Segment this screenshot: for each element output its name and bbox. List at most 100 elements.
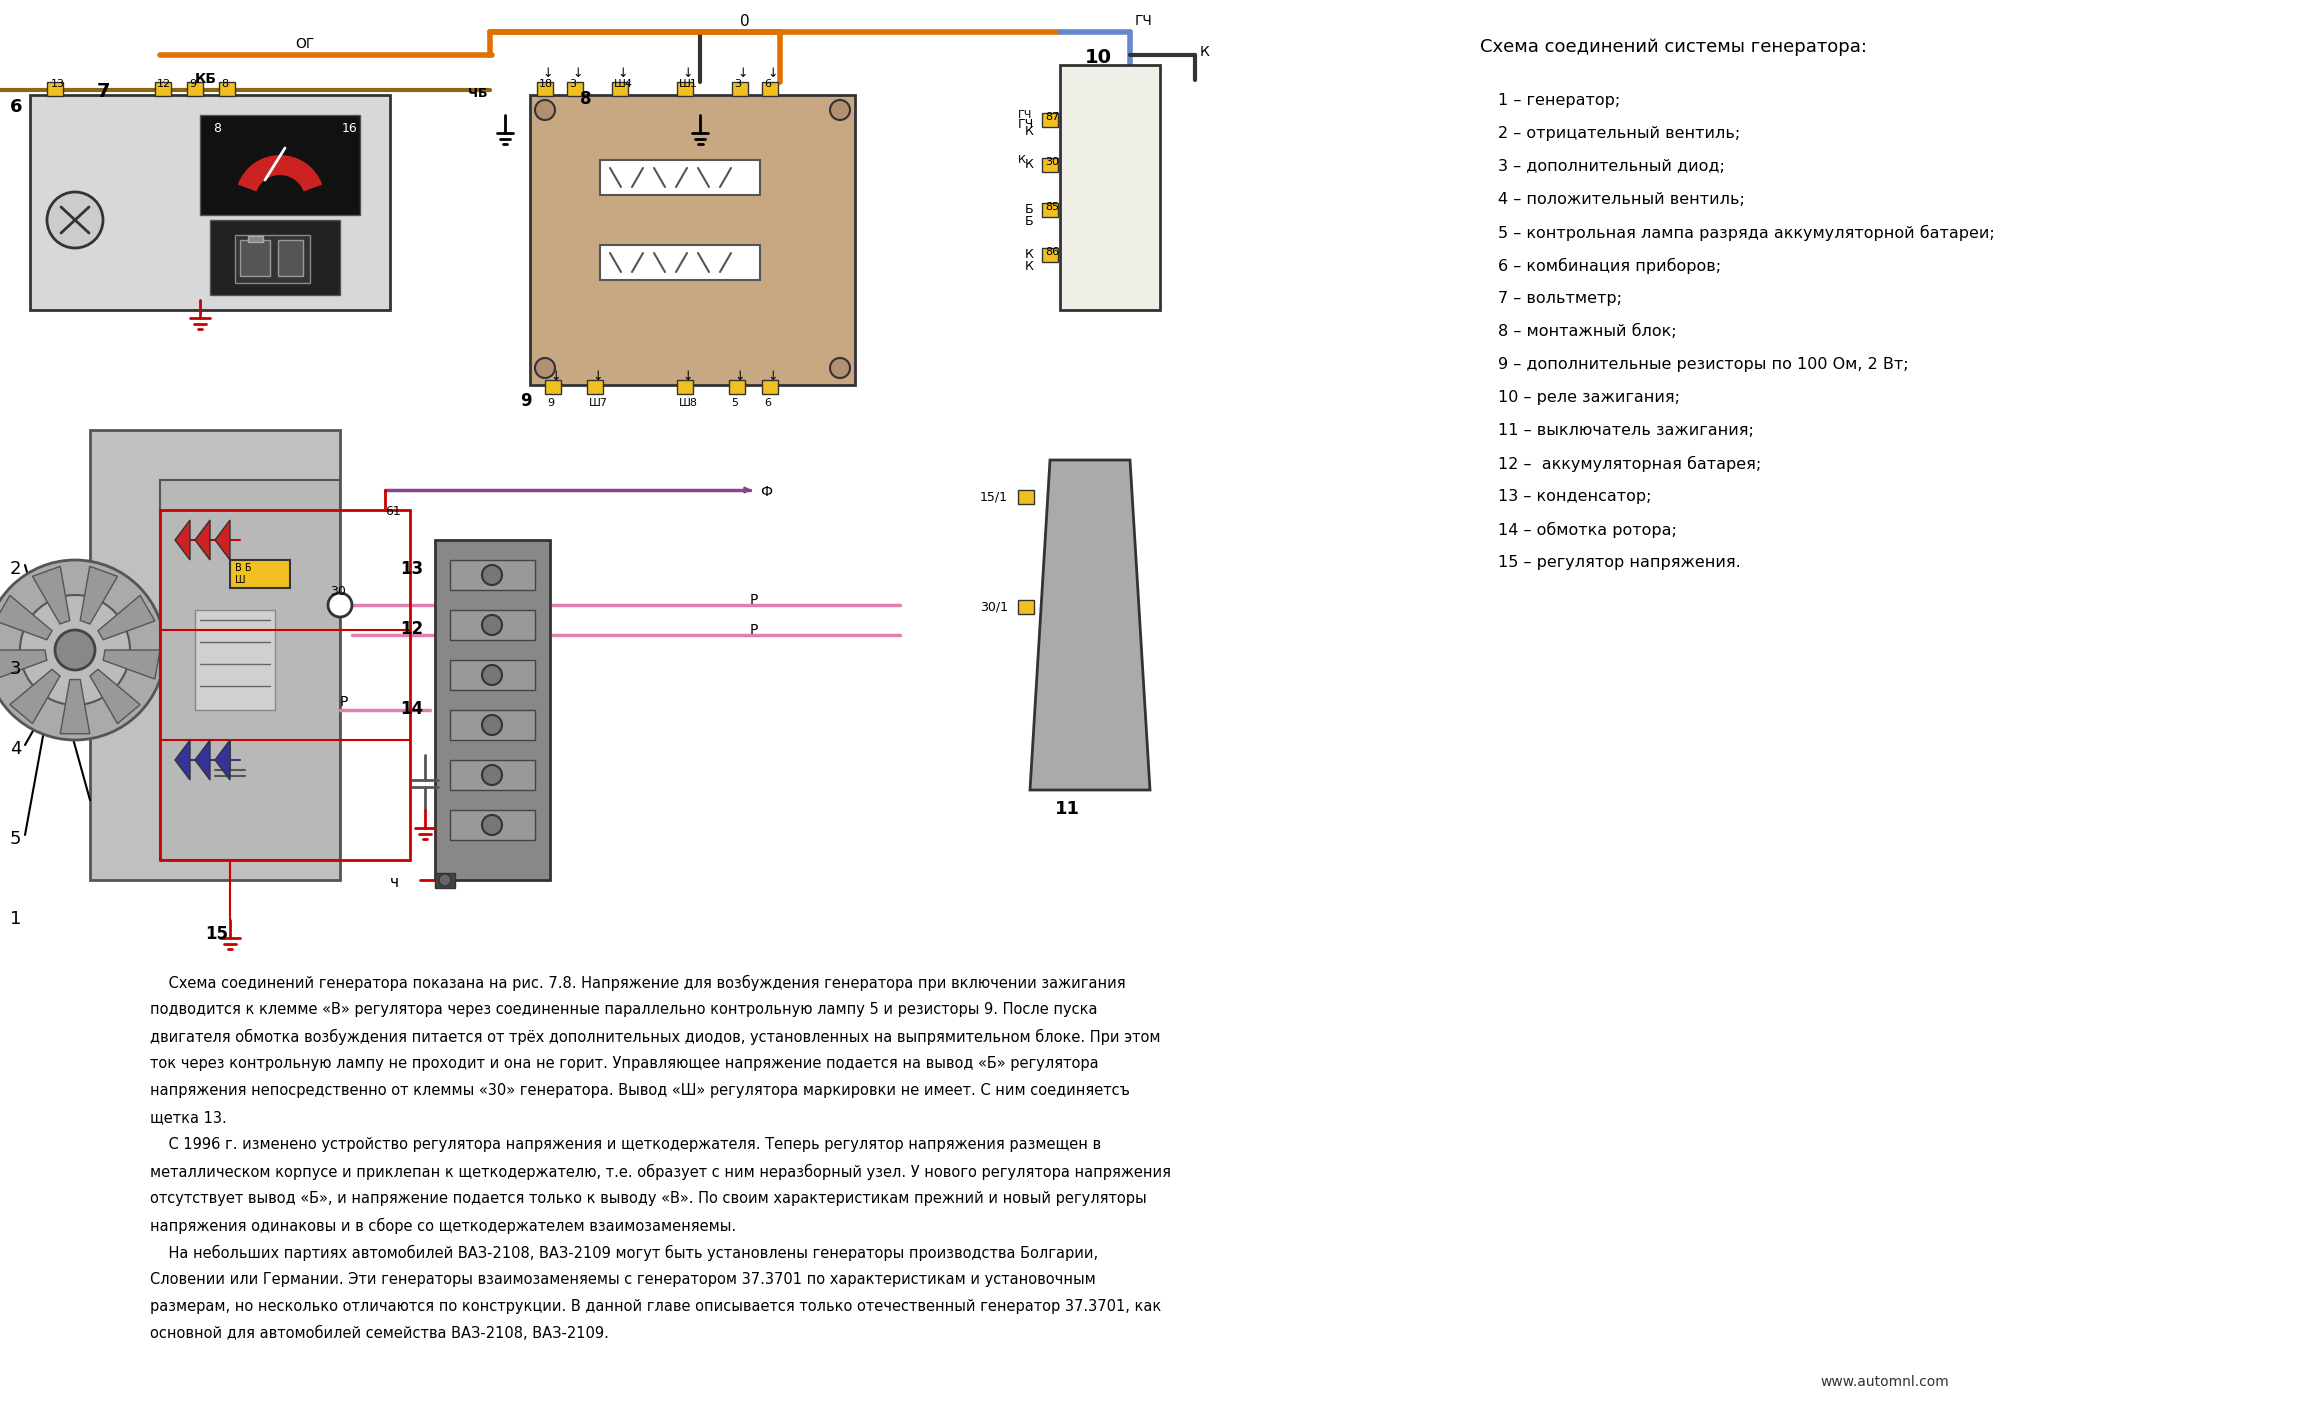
Text: ↓: ↓ <box>681 370 693 382</box>
Text: 1 – генератор;: 1 – генератор; <box>1499 92 1620 108</box>
Bar <box>676 380 693 394</box>
Text: ↓: ↓ <box>616 67 627 80</box>
Text: 6: 6 <box>765 78 772 90</box>
Text: КБ: КБ <box>195 71 216 85</box>
Circle shape <box>328 593 351 616</box>
Text: 12 –  аккумуляторная батарея;: 12 – аккумуляторная батарея; <box>1499 455 1762 472</box>
Text: К: К <box>1018 156 1025 165</box>
Text: К: К <box>1025 248 1034 261</box>
Text: В Б: В Б <box>235 563 251 573</box>
Text: 18: 18 <box>539 78 553 90</box>
Text: 5: 5 <box>9 829 21 848</box>
Text: 14 – обмотка ротора;: 14 – обмотка ротора; <box>1499 523 1678 538</box>
Polygon shape <box>195 520 209 560</box>
Bar <box>235 235 309 283</box>
Bar <box>611 83 627 97</box>
Polygon shape <box>98 595 156 640</box>
Text: напряжения непосредственно от клеммы «30» генератора. Вывод «Ш» регулятора марки: напряжения непосредственно от клеммы «30… <box>151 1083 1129 1098</box>
Text: 3: 3 <box>569 78 576 90</box>
Bar <box>1041 158 1057 172</box>
Bar <box>1018 490 1034 504</box>
Circle shape <box>56 630 95 670</box>
Text: ↓: ↓ <box>737 67 748 80</box>
Bar <box>218 83 235 97</box>
Circle shape <box>481 665 502 685</box>
Text: Ш4: Ш4 <box>614 78 632 90</box>
Polygon shape <box>0 595 51 640</box>
Text: 11 – выключатель зажигания;: 11 – выключатель зажигания; <box>1499 423 1755 439</box>
Bar <box>209 220 339 296</box>
Text: 30: 30 <box>330 586 346 598</box>
Polygon shape <box>1030 460 1150 790</box>
Text: www.automnl.com: www.automnl.com <box>1820 1374 1950 1388</box>
Bar <box>567 83 583 97</box>
Text: 15/1: 15/1 <box>981 490 1009 503</box>
Bar <box>1041 203 1057 217</box>
Bar <box>537 83 553 97</box>
Circle shape <box>535 99 555 120</box>
Text: 30: 30 <box>1046 157 1060 167</box>
Text: 86: 86 <box>1046 247 1060 256</box>
Text: 4: 4 <box>9 740 21 758</box>
Text: 3 – дополнительный диод;: 3 – дополнительный диод; <box>1499 158 1724 174</box>
Circle shape <box>481 615 502 635</box>
Bar <box>91 430 339 880</box>
Bar <box>732 83 748 97</box>
Polygon shape <box>0 650 46 679</box>
Text: Ф: Ф <box>760 485 772 499</box>
Circle shape <box>481 715 502 736</box>
Text: Б: Б <box>1025 203 1034 216</box>
Text: ↓: ↓ <box>767 67 779 80</box>
Text: 15: 15 <box>205 925 228 943</box>
Bar <box>279 240 302 276</box>
Text: 8: 8 <box>581 90 593 108</box>
Text: 5: 5 <box>732 398 739 408</box>
Bar <box>676 83 693 97</box>
Circle shape <box>0 560 165 740</box>
Text: основной для автомобилей семейства ВАЗ-2108, ВАЗ-2109.: основной для автомобилей семейства ВАЗ-2… <box>151 1325 609 1341</box>
Bar <box>1060 64 1160 310</box>
Text: Ш8: Ш8 <box>679 398 697 408</box>
Polygon shape <box>91 670 139 723</box>
Bar <box>730 380 746 394</box>
Bar <box>451 560 535 590</box>
Text: 16: 16 <box>342 122 358 134</box>
Polygon shape <box>216 740 230 780</box>
Bar <box>530 95 855 385</box>
Text: Р: Р <box>751 593 758 607</box>
Text: 10 – реле зажигания;: 10 – реле зажигания; <box>1499 389 1680 405</box>
Polygon shape <box>195 740 209 780</box>
Circle shape <box>830 99 851 120</box>
Text: 15 – регулятор напряжения.: 15 – регулятор напряжения. <box>1499 555 1741 570</box>
Text: 13: 13 <box>400 560 423 579</box>
Bar <box>195 609 274 710</box>
Bar <box>451 710 535 740</box>
Text: Схема соединений генератора показана на рис. 7.8. Напряжение для возбуждения ген: Схема соединений генератора показана на … <box>151 975 1125 991</box>
Text: 0: 0 <box>739 14 751 29</box>
Bar <box>546 380 560 394</box>
Text: щетка 13.: щетка 13. <box>151 1110 228 1125</box>
Text: К: К <box>1025 261 1034 273</box>
Text: 87: 87 <box>1046 112 1060 122</box>
Circle shape <box>481 565 502 586</box>
Polygon shape <box>9 670 60 723</box>
Text: размерам, но несколько отличаются по конструкции. В данной главе описывается тол: размерам, но несколько отличаются по кон… <box>151 1299 1162 1314</box>
Text: 2: 2 <box>9 560 21 579</box>
Text: 2 – отрицательный вентиль;: 2 – отрицательный вентиль; <box>1499 126 1741 142</box>
Text: 8: 8 <box>221 78 228 90</box>
Polygon shape <box>174 740 191 780</box>
Bar <box>156 83 172 97</box>
Text: 4 – положительный вентиль;: 4 – положительный вентиль; <box>1499 192 1745 207</box>
Text: 12: 12 <box>158 78 172 90</box>
Polygon shape <box>174 520 191 560</box>
Text: подводится к клемме «В» регулятора через соединенные параллельно контрольную лам: подводится к клемме «В» регулятора через… <box>151 1002 1097 1017</box>
Text: ↓: ↓ <box>541 67 553 80</box>
Bar <box>451 810 535 841</box>
Polygon shape <box>216 520 230 560</box>
Text: 13: 13 <box>51 78 65 90</box>
Wedge shape <box>237 156 323 192</box>
Circle shape <box>46 192 102 248</box>
Text: ↓: ↓ <box>767 370 779 382</box>
Text: ЧБ: ЧБ <box>467 87 488 99</box>
Text: 6: 6 <box>9 98 23 116</box>
